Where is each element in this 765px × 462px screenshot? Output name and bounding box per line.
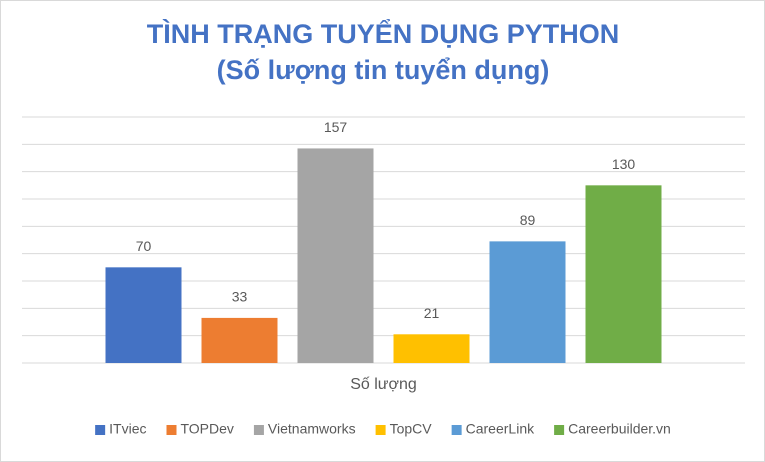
legend-swatch [166,425,177,435]
legend-label: ITviec [109,421,146,437]
bar [297,148,374,363]
value-label: 21 [424,305,440,321]
value-label: 70 [136,238,152,254]
legend-swatch [253,425,264,435]
legend-swatch [554,425,565,435]
value-label: 33 [232,289,248,305]
bar [201,317,278,363]
legend-swatch [375,425,386,435]
bar [393,334,470,363]
value-label: 157 [324,119,348,135]
legend-label: TopCV [390,421,433,437]
value-label: 130 [612,156,636,172]
chart-subtitle: (Số lượng tin tuyển dụng) [217,55,550,85]
value-label: 89 [520,212,536,228]
chart-title: TÌNH TRẠNG TUYỂN DỤNG PYTHON [147,18,620,49]
legend-label: TOPDev [180,421,233,437]
legend-swatch [95,425,106,435]
bar [585,185,662,363]
legend-swatch [451,425,462,435]
legend-label: CareerLink [466,421,535,437]
x-tick-label: Số lượng [350,376,417,393]
bar [105,267,182,363]
legend-label: Careerbuilder.vn [568,421,671,437]
legend-label: Vietnamworks [268,421,356,437]
bar [489,241,566,363]
